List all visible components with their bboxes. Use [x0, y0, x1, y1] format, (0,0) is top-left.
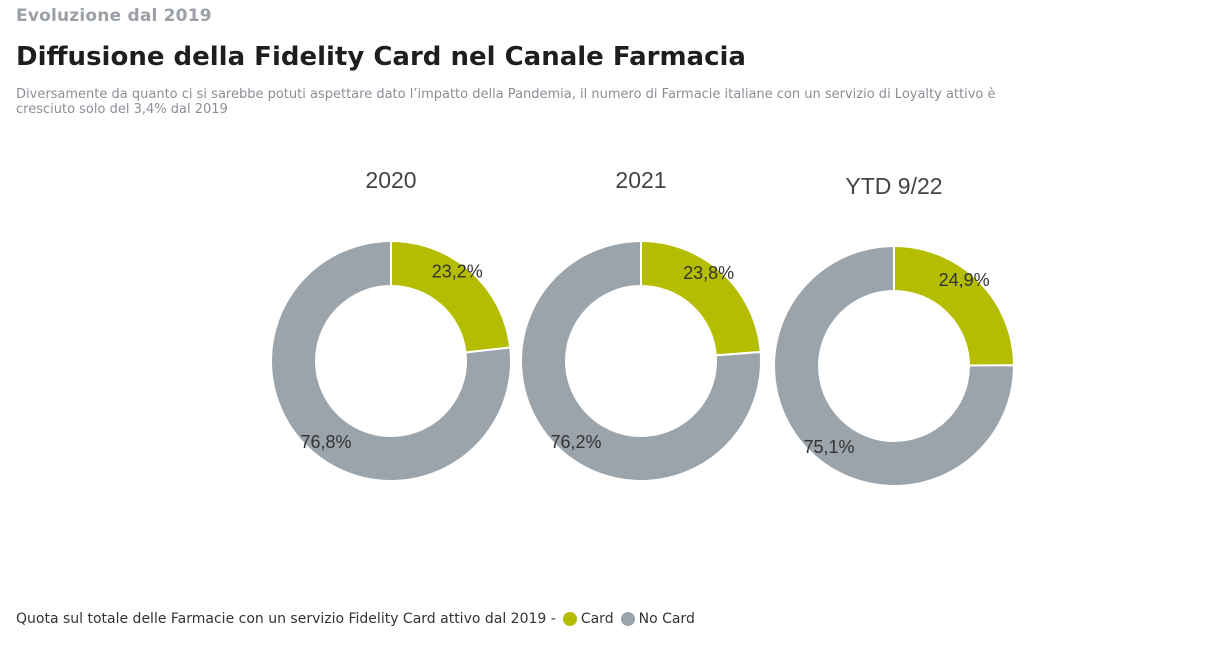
data-label-no-card: 76,8%	[300, 432, 351, 452]
slice-card	[390, 239, 512, 354]
data-label-no-card: 75,1%	[803, 437, 854, 457]
data-label-no-card: 76,2%	[550, 432, 601, 452]
legend-label-card: Card	[580, 611, 614, 627]
slice-no-card	[773, 244, 1016, 487]
section-kicker: Evoluzione dal 2019	[16, 6, 212, 26]
chart-title: 2021	[615, 167, 666, 193]
slice-no-card	[270, 239, 512, 482]
legend-label-no-card: No Card	[638, 611, 695, 627]
chart-title: YTD 9/22	[845, 173, 942, 199]
page-subtitle: Diversamente da quanto ci si sarebbe pot…	[16, 87, 996, 117]
data-label-card: 23,8%	[683, 263, 734, 283]
chart-title: 2020	[365, 167, 416, 193]
legend-swatch-card	[562, 612, 577, 626]
page-title: Diffusione della Fidelity Card nel Canal…	[16, 42, 746, 72]
data-label-card: 24,9%	[939, 270, 990, 290]
slice-card	[640, 239, 762, 357]
chart-legend: Quota sul totale delle Farmacie con un s…	[16, 611, 695, 627]
legend-swatch-no-card	[620, 612, 635, 626]
data-label-card: 23,2%	[432, 262, 483, 282]
legend-caption: Quota sul totale delle Farmacie con un s…	[16, 611, 556, 627]
slice-no-card	[520, 239, 762, 482]
slice-card	[893, 244, 1016, 367]
